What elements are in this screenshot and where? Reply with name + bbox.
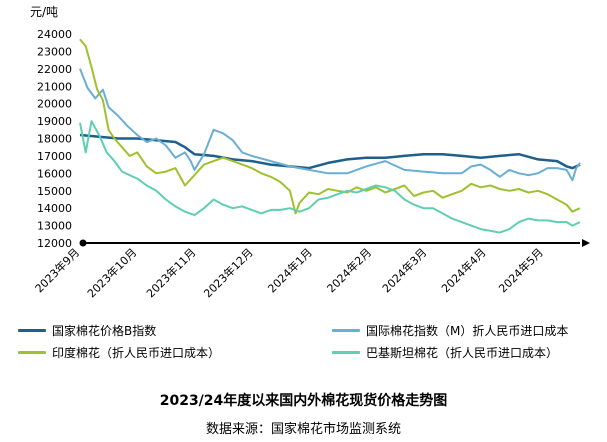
y-tick-label: 23000 [37,45,72,58]
chart-svg: 元/吨 24000 23000 22000 21000 20000 19000 18000 1… [30,5,590,300]
x-tick-label: 2024年1月 [265,245,315,295]
x-tick-label: 2024年3月 [379,245,429,295]
legend-swatch-b-index [18,329,46,332]
y-tick-label: 15000 [37,185,72,198]
chart-source: 数据来源：国家棉花市场监测系统 [205,422,401,437]
legend-swatch-india [18,351,46,354]
chart-title: 2023/24年度以来国内外棉花现货价格走势图 [159,393,448,409]
x-tick-label: 2023年11月 [143,245,198,300]
series-line-0 [79,133,581,170]
legend-label-b-index: 国家棉花价格B指数 [52,324,157,338]
legend-swatch-m-index [332,329,360,332]
y-tick-label: 24000 [37,28,72,41]
x-tick-label: 2023年9月 [32,245,82,295]
legend-label-pakistan: 巴基斯坦棉花（折人民币进口成本） [366,346,559,360]
series-line-2 [79,38,581,215]
y-tick-label: 18000 [37,133,72,146]
y-tick-label: 17000 [37,150,72,163]
y-tick-label: 19000 [37,115,72,128]
y-tick-label: 20000 [37,98,72,111]
x-tick-label: 2024年5月 [496,245,546,295]
legend-item-india: 印度棉花（折人民币进口成本） [18,344,220,361]
x-axis: 2023年9月 2023年10月 2023年11月 2023年12月 2024年1月 20… [32,239,590,300]
y-tick-label: 16000 [37,167,72,180]
legend-item-m-index: 国际棉花指数（M）折人民币进口成本 [332,322,568,339]
series-lines [79,38,581,234]
x-tick-label: 2024年2月 [324,245,374,295]
x-tick-label: 2023年12月 [201,245,256,300]
y-tick-label: 12000 [37,237,72,250]
x-axis-arrow [582,239,590,247]
legend: 国家棉花价格B指数 国际棉花指数（M）折人民币进口成本 印度棉花（折人民币进口成… [0,318,607,362]
legend-swatch-pakistan [332,351,360,354]
y-tick-label: 13000 [37,220,72,233]
legend-label-india: 印度棉花（折人民币进口成本） [52,346,221,360]
legend-item-pakistan: 巴基斯坦棉花（折人民币进口成本） [332,344,558,361]
y-tick-label: 14000 [37,202,72,215]
legend-item-b-index: 国家棉花价格B指数 [18,322,156,339]
series-line-3 [79,120,581,234]
y-unit-label: 元/吨 [30,5,58,19]
x-tick-label: 2023年10月 [84,245,139,300]
y-tick-label: 22000 [37,63,72,76]
series-line-1 [79,68,581,182]
x-tick-label: 2024年4月 [438,245,488,295]
y-axis-ticks: 24000 23000 22000 21000 20000 19000 18000 17000… [37,28,72,250]
x-axis-start-dot [79,239,87,247]
legend-label-m-index: 国际棉花指数（M）折人民币进口成本 [366,324,569,338]
y-tick-label: 21000 [37,80,72,93]
